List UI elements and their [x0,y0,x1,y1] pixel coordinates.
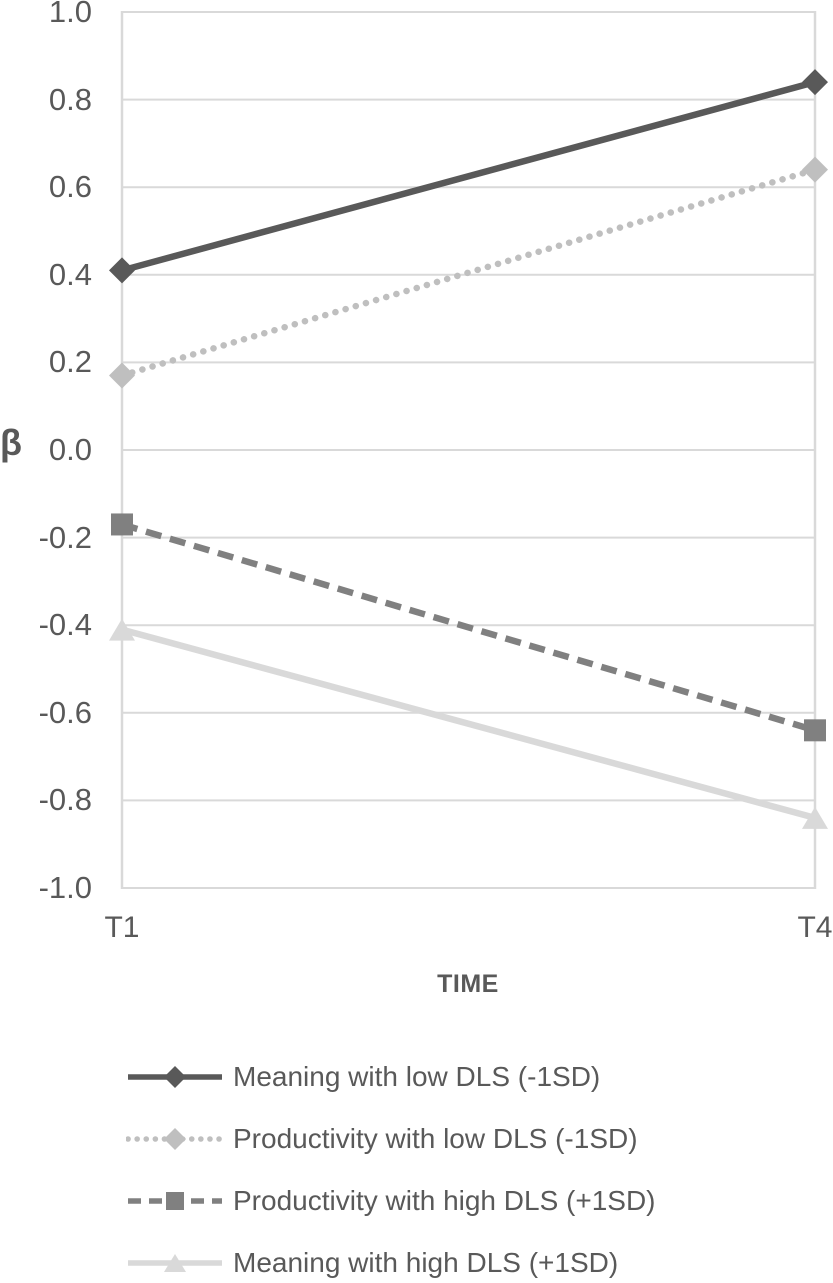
legend-label: Meaning with low DLS (-1SD) [233,1061,601,1092]
legend: Meaning with low DLS (-1SD) Productivity … [126,1046,656,1283]
y-tick-label: 0.0 [48,432,92,467]
diamond-marker [802,69,828,96]
x-tick-label: T1 [104,911,140,944]
legend-sample-diamond [126,1128,224,1150]
diamond-marker [802,156,828,183]
legend-item: Productivity with high DLS (+1SD) [126,1170,656,1232]
triangle-marker [164,1254,186,1272]
square-marker [804,719,826,742]
legend-label: Productivity with high DLS (+1SD) [233,1185,656,1216]
y-axis-title: β [0,422,22,463]
diamond-marker [164,1128,186,1150]
legend-sample-square [128,1192,222,1210]
legend-item: Meaning with high DLS (+1SD) [126,1232,656,1283]
series-line-2 [121,521,816,734]
square-marker [166,1192,184,1210]
diamond-marker [109,257,135,284]
legend-label: Meaning with high DLS (+1SD) [233,1247,619,1278]
diamond-marker [164,1066,186,1088]
square-marker [111,513,133,536]
y-tick-label: -0.6 [38,694,92,730]
y-tick-label: -0.4 [38,607,92,643]
y-tick-label: -0.8 [38,782,92,818]
y-tick-label: 0.2 [48,344,92,380]
x-tick-label: T4 [797,911,833,944]
y-tick-label: 0.6 [48,169,92,205]
legend-sample-diamond [128,1066,222,1088]
y-tick-label: -1.0 [38,870,92,905]
legend-label: Productivity with low DLS (-1SD) [233,1123,638,1154]
legend-item: Meaning with low DLS (-1SD) [126,1046,656,1108]
series-line-1 [118,166,819,379]
y-tick-label: 0.4 [48,256,92,292]
triangle-marker [802,806,828,829]
legend-item: Productivity with low DLS (-1SD) [126,1108,656,1170]
y-tick-label: 0.8 [48,81,92,117]
y-tick-label: 1.0 [48,0,92,29]
triangle-marker [109,618,135,641]
y-tick-label: -0.2 [38,519,92,555]
series-line-0 [121,78,816,274]
series-line-3 [121,626,816,822]
x-axis-title: TIME [437,970,499,998]
legend-sample-triangle [128,1254,222,1272]
plot-area [109,11,828,889]
diamond-marker [109,362,135,389]
